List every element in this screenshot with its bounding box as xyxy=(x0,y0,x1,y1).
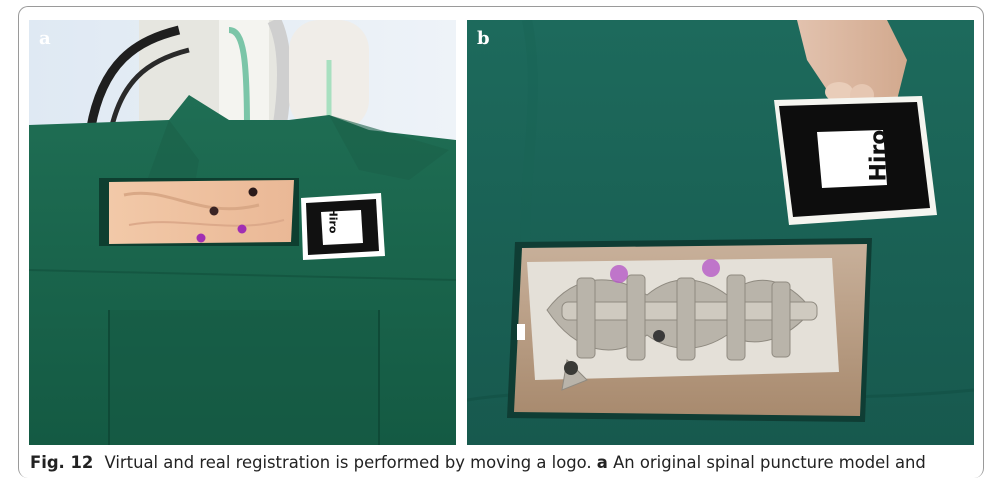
caption-sub-text: An original spinal puncture model and xyxy=(613,453,926,472)
figure-number: Fig. 12 xyxy=(30,453,94,472)
caption-text: Virtual and real registration is perform… xyxy=(104,453,592,472)
photo-virtual-spine-overlay xyxy=(467,20,974,445)
hiro-marker-a xyxy=(301,193,385,260)
photo-spinal-model-drape xyxy=(29,20,456,445)
hiro-marker-b-text: Hiro xyxy=(866,129,892,182)
figure-caption: Fig. 12 Virtual and real registration is… xyxy=(30,452,990,474)
figure-frame xyxy=(18,6,984,478)
panel-label-a: a xyxy=(39,28,51,49)
figure-panel-b: b xyxy=(467,20,974,445)
caption-sub-label: a xyxy=(596,453,608,472)
hiro-marker-b xyxy=(774,96,937,225)
figure-panel-a: a xyxy=(29,20,456,445)
hiro-marker-a-text: Hiro xyxy=(326,207,340,234)
panel-label-b: b xyxy=(477,28,490,49)
spine-model xyxy=(546,274,818,391)
